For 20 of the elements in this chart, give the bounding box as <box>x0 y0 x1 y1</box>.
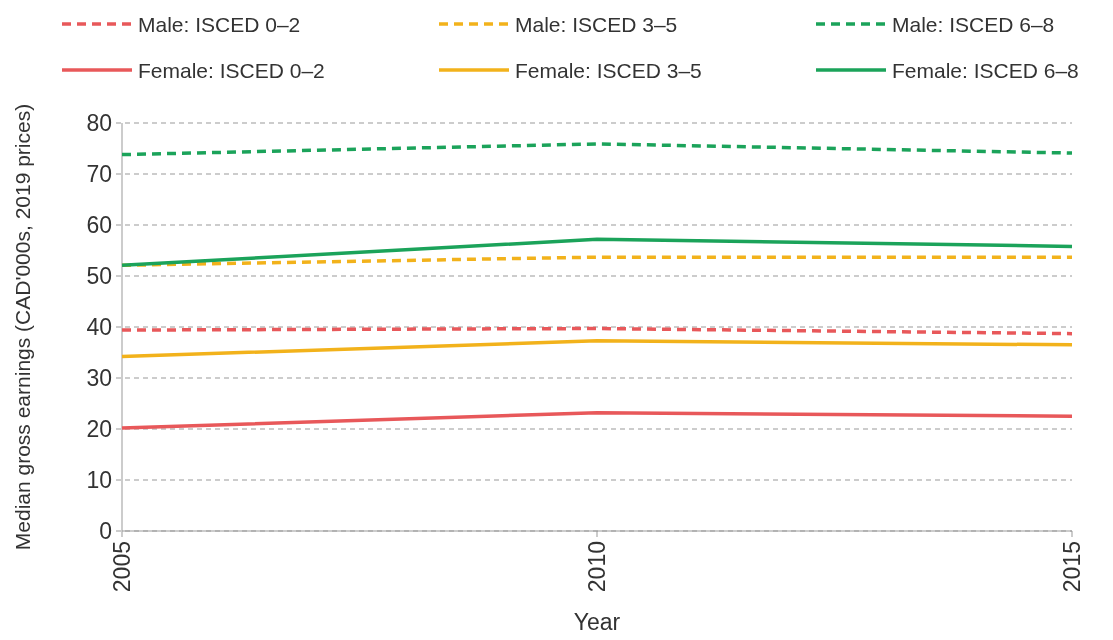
legend-label: Male: ISCED 3–5 <box>515 12 678 36</box>
legend-label: Female: ISCED 3–5 <box>515 58 702 82</box>
y-tick-label: 80 <box>86 110 112 136</box>
y-tick-label: 60 <box>86 212 112 238</box>
legend-label: Female: ISCED 0–2 <box>138 58 325 82</box>
y-tick-label: 50 <box>86 263 112 289</box>
legend-label: Male: ISCED 0–2 <box>138 12 301 36</box>
x-tick-label: 2015 <box>1059 541 1085 593</box>
legend-label: Female: ISCED 6–8 <box>892 58 1079 82</box>
y-tick-label: 30 <box>86 365 112 391</box>
x-tick-label: 2005 <box>109 541 135 593</box>
y-tick-label: 0 <box>99 518 112 544</box>
y-tick-label: 40 <box>86 314 112 340</box>
y-tick-label: 10 <box>86 467 112 493</box>
y-tick-label: 70 <box>86 161 112 187</box>
x-tick-label: 2010 <box>584 541 610 593</box>
legend-label: Male: ISCED 6–8 <box>892 12 1055 36</box>
y-axis-title: Median gross earnings (CAD'000s, 2019 prices) <box>11 103 34 551</box>
y-tick-label: 20 <box>86 416 112 442</box>
x-axis-title: Year <box>573 609 621 635</box>
